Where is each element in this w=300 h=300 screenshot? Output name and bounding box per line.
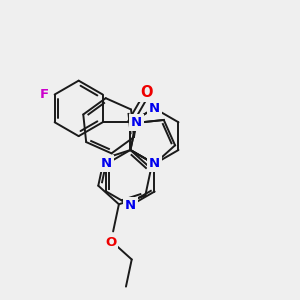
Text: N: N <box>101 158 112 170</box>
Text: N: N <box>149 102 160 115</box>
Text: N: N <box>130 116 142 129</box>
Text: N: N <box>125 199 136 212</box>
Text: N: N <box>149 158 160 170</box>
Text: F: F <box>40 88 49 101</box>
Text: O: O <box>105 236 116 249</box>
Text: O: O <box>140 85 152 100</box>
